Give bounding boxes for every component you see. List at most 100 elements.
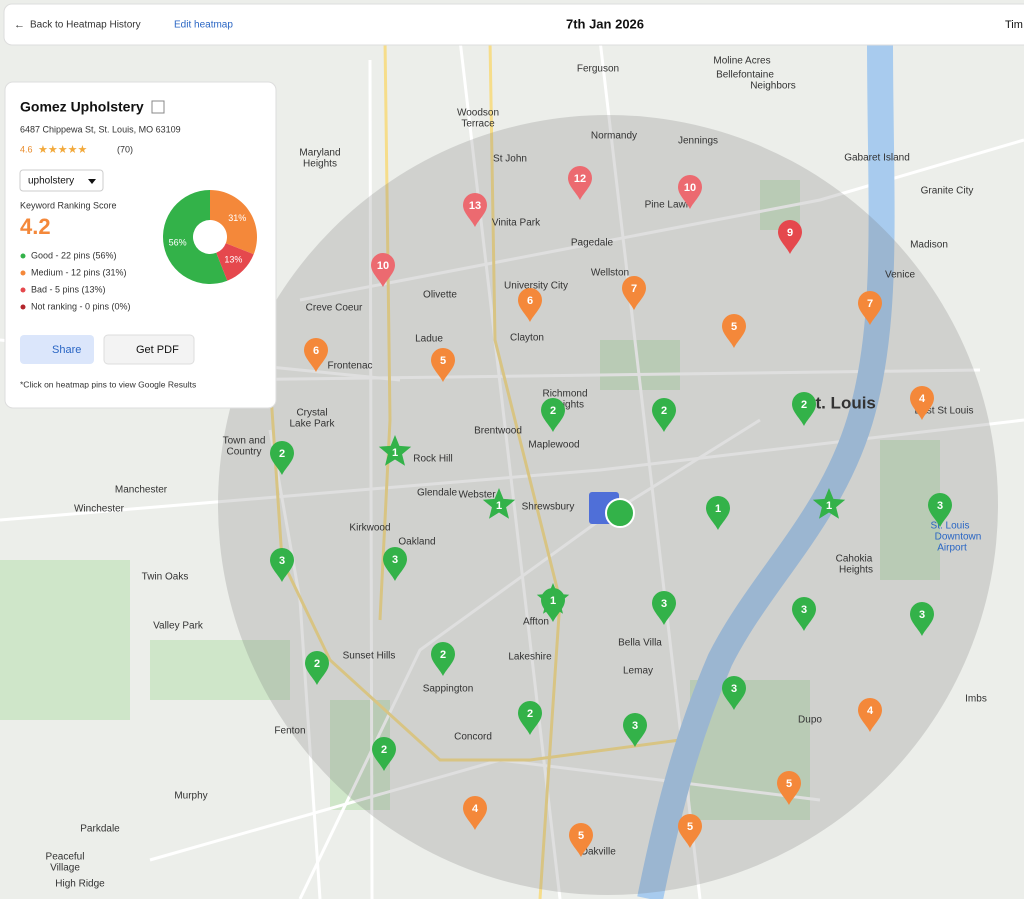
pin-rank: 1 — [715, 503, 721, 515]
pin[interactable] — [463, 796, 487, 830]
legend-item: Not ranking - 0 pins (0%) — [31, 301, 131, 311]
place-label: Maryland — [299, 148, 340, 159]
pin[interactable] — [518, 288, 542, 322]
pin-rank: 9 — [787, 227, 793, 239]
stars: ★★★★★ — [38, 144, 87, 156]
donut-slice — [210, 190, 257, 255]
place-label: Neighbors — [750, 81, 796, 92]
pin[interactable] — [858, 291, 882, 325]
place-label: Affton — [523, 617, 549, 628]
place-label: Fenton — [274, 726, 305, 737]
place-label: St John — [493, 154, 527, 165]
place-label: Airport — [937, 543, 967, 554]
pin[interactable] — [792, 392, 816, 426]
pin[interactable] — [463, 193, 487, 227]
pin-rank: 4 — [919, 393, 926, 405]
header-right[interactable]: Tim — [1005, 19, 1023, 31]
place-label: St. Louis — [804, 393, 876, 412]
score: 4.2 — [20, 214, 51, 239]
place-label: Richmond — [542, 389, 587, 400]
pin[interactable] — [910, 602, 934, 636]
pin[interactable] — [431, 642, 455, 676]
pins: 1312101096757654454552221211313321333223… — [270, 166, 952, 857]
pin-rank: 7 — [867, 298, 873, 310]
pin-rank: 4 — [472, 803, 479, 815]
pin-rank: 5 — [786, 778, 792, 790]
pin[interactable] — [431, 348, 455, 382]
pin[interactable] — [652, 591, 676, 625]
keyword-dropdown[interactable] — [19, 169, 104, 192]
pin[interactable] — [568, 166, 592, 200]
pin-rank: 1 — [550, 595, 556, 607]
pin[interactable] — [372, 737, 396, 771]
pin[interactable] — [371, 253, 395, 287]
place-label: Winchester — [74, 504, 125, 515]
place-label: St. Louis — [931, 521, 970, 532]
pin-rank: 2 — [440, 649, 446, 661]
pin-rank: 2 — [314, 658, 320, 670]
date: 7th Jan 2026 — [566, 16, 644, 31]
pin[interactable] — [518, 701, 542, 735]
business-pin — [605, 498, 635, 528]
pin[interactable] — [270, 441, 294, 475]
pin-rank: 10 — [377, 260, 389, 272]
star-pin[interactable] — [812, 488, 846, 519]
pin[interactable] — [778, 220, 802, 254]
pin-rank: 5 — [440, 355, 446, 367]
pin-rank: 4 — [867, 705, 874, 717]
pin[interactable] — [678, 175, 702, 209]
pin[interactable] — [541, 398, 565, 432]
place-label: Village — [50, 863, 80, 874]
place-label: Vinita Park — [492, 218, 541, 229]
place-label: Woodson — [457, 108, 499, 119]
pin[interactable] — [678, 814, 702, 848]
edit-link[interactable]: Edit heatmap — [174, 20, 233, 31]
share-label: Share — [52, 344, 81, 356]
slice-label: 13% — [224, 255, 242, 265]
place-label: Crystal — [296, 408, 327, 419]
pin-rank: 3 — [937, 500, 943, 512]
pin[interactable] — [304, 338, 328, 372]
pin[interactable] — [383, 547, 407, 581]
legend-item: Bad - 5 pins (13%) — [31, 284, 106, 294]
pdf-button[interactable] — [103, 334, 195, 365]
place-label: Peaceful — [46, 852, 85, 863]
place-label: Bellefontaine — [716, 70, 774, 81]
pin[interactable] — [541, 588, 565, 622]
place-label: Madison — [910, 240, 948, 251]
pin[interactable] — [305, 651, 329, 685]
star-pin[interactable] — [378, 435, 412, 466]
pin[interactable] — [622, 276, 646, 310]
pin[interactable] — [777, 771, 801, 805]
star-pin[interactable] — [482, 488, 516, 519]
pin-rank: 2 — [550, 405, 556, 417]
place-label: Parkdale — [80, 824, 120, 835]
pin[interactable] — [569, 823, 593, 857]
map-labels: Ferguson Moline Acres BellefontaineNeighbo… — [46, 56, 987, 890]
place-label: Country — [226, 447, 261, 458]
pin[interactable] — [270, 548, 294, 582]
place-label: Sunset Hills — [343, 651, 396, 662]
pin[interactable] — [858, 698, 882, 732]
legend-item: Good - 22 pins (56%) — [31, 250, 117, 260]
back-link[interactable]: Back to Heatmap History — [30, 20, 141, 31]
pin[interactable] — [928, 493, 952, 527]
pin[interactable] — [910, 386, 934, 420]
back-arrow[interactable]: ← — [14, 19, 25, 31]
pin-rank: 2 — [801, 399, 807, 411]
external-link[interactable] — [151, 100, 165, 114]
pin[interactable] — [722, 314, 746, 348]
pin[interactable] — [706, 496, 730, 530]
place-label: East St Louis — [915, 406, 974, 417]
pin[interactable] — [652, 398, 676, 432]
legend: Good - 22 pins (56%) Medium - 12 pins (31… — [20, 250, 131, 311]
place-label: Cahokia — [836, 554, 873, 565]
pin[interactable] — [722, 676, 746, 710]
pin-rank: 1 — [496, 500, 502, 512]
share-button[interactable] — [20, 335, 94, 364]
pin[interactable] — [623, 713, 647, 747]
place-label: Oakland — [398, 537, 435, 548]
pin[interactable] — [792, 597, 816, 631]
place-label: Venice — [885, 270, 915, 281]
